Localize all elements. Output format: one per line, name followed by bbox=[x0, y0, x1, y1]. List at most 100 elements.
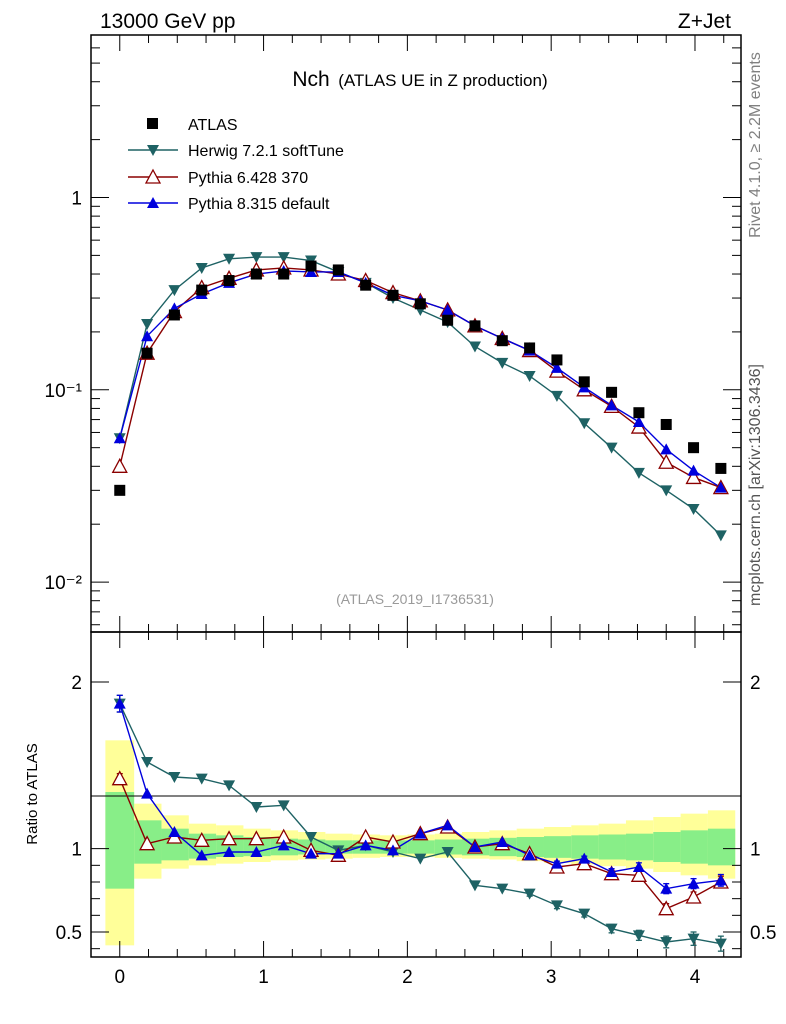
main-point-s0 bbox=[442, 314, 454, 326]
ratio-y-tick-label: 0.5 bbox=[56, 923, 82, 944]
x-tick-label: 0 bbox=[114, 967, 125, 988]
side-label-mcplots: mcplots.cern.ch [arXiv:1306.3436] bbox=[747, 364, 764, 606]
main-point-s3 bbox=[632, 415, 645, 427]
ratio-point-s2 bbox=[277, 839, 290, 851]
band-stat bbox=[598, 834, 626, 860]
main-point-s0 bbox=[278, 268, 290, 280]
main-panel: 10⁻² 10⁻¹ 1 Nch (ATLAS UE in Z production)… bbox=[45, 34, 742, 633]
ratio-y-tick-label-right: 0.5 bbox=[750, 923, 776, 944]
band-stat bbox=[407, 840, 435, 854]
main-point-s0 bbox=[524, 342, 536, 354]
main-point-s0 bbox=[305, 260, 317, 272]
title-sub: (ATLAS UE in Z production) bbox=[338, 71, 547, 90]
ratio-point-s0 bbox=[195, 773, 208, 785]
ratio-point-s1 bbox=[220, 830, 238, 846]
ratio-point-s0 bbox=[523, 888, 536, 900]
ratio-point-s0 bbox=[414, 853, 427, 865]
ratio-frame bbox=[90, 631, 742, 958]
legend-label-atlas: ATLAS bbox=[188, 117, 238, 134]
legend-label-herwig: Herwig 7.2.1 softTune bbox=[188, 143, 344, 160]
main-point-s1 bbox=[223, 253, 236, 265]
main-point-s1 bbox=[523, 370, 536, 382]
ratio-y-tick-label-right: 1 bbox=[750, 840, 761, 861]
ratio-point-s0 bbox=[441, 847, 454, 858]
legend-marker-pythia8 bbox=[147, 197, 159, 208]
ratio-point-s2 bbox=[223, 846, 236, 857]
ratio-point-s2 bbox=[468, 841, 481, 852]
y-tick-label: 1 bbox=[71, 189, 82, 210]
main-point-s0 bbox=[660, 418, 672, 430]
x-tick-label: 1 bbox=[258, 967, 269, 988]
ratio-point-s0 bbox=[687, 933, 700, 945]
main-point-s1 bbox=[168, 285, 181, 297]
main-point-s1 bbox=[496, 357, 509, 369]
ratio-point-s1 bbox=[685, 888, 702, 904]
main-point-s1 bbox=[550, 390, 563, 402]
main-point-s0 bbox=[114, 484, 126, 496]
ratio-point-s0 bbox=[141, 757, 154, 768]
band-stat bbox=[105, 792, 135, 889]
ratio-point-s2 bbox=[195, 849, 208, 861]
ratio-point-s0 bbox=[714, 938, 727, 950]
band-stat bbox=[571, 835, 599, 859]
ratio-point-s2 bbox=[714, 874, 727, 886]
main-point-s0 bbox=[250, 268, 262, 280]
band-stat bbox=[543, 836, 572, 858]
legend-marker-atlas bbox=[147, 118, 158, 129]
x-tick-label: 4 bbox=[690, 967, 701, 988]
ratio-point-s0 bbox=[305, 832, 318, 843]
main-point-s1 bbox=[578, 418, 591, 430]
side-label-rivet: Rivet 4.1.0, ≥ 2.2M events bbox=[747, 52, 764, 238]
main-point-s1 bbox=[660, 485, 673, 497]
main-point-s0 bbox=[688, 442, 700, 454]
ratio-point-s0 bbox=[168, 772, 181, 783]
ratio-point-s2 bbox=[141, 787, 154, 799]
main-point-s0 bbox=[551, 354, 563, 366]
ratio-point-s0 bbox=[496, 883, 509, 895]
ratio-point-s2 bbox=[550, 857, 563, 869]
main-point-s0 bbox=[496, 335, 508, 347]
ratio-point-s1 bbox=[248, 830, 265, 846]
ratio-point-s0 bbox=[632, 930, 645, 942]
ratio-point-s0 bbox=[250, 802, 263, 813]
ratio-point-s2 bbox=[605, 866, 618, 877]
band-stat bbox=[707, 828, 736, 866]
band-stat bbox=[625, 833, 654, 861]
ratio-point-s2 bbox=[250, 846, 263, 857]
main-point-s0 bbox=[606, 386, 618, 398]
main-point-s1 bbox=[605, 442, 618, 454]
ratio-point-s2 bbox=[414, 827, 427, 839]
ratio-point-s2 bbox=[332, 847, 345, 859]
ratio-point-s0 bbox=[578, 908, 591, 920]
ratio-point-s2 bbox=[496, 836, 509, 847]
legend: ATLAS Herwig 7.2.1 softTune Pythia 6.428… bbox=[128, 117, 344, 213]
legend-label-pythia8: Pythia 8.315 default bbox=[188, 196, 330, 213]
main-point-s1 bbox=[468, 341, 481, 353]
legend-marker-herwig bbox=[147, 145, 159, 156]
main-point-s3 bbox=[605, 399, 618, 411]
ratio-point-s1 bbox=[658, 900, 675, 916]
ratio-point-s2 bbox=[578, 852, 591, 864]
main-point-s3 bbox=[660, 443, 673, 455]
x-tick-label: 2 bbox=[402, 967, 413, 988]
ratio-y-tick-label: 1 bbox=[71, 840, 82, 861]
ratio-point-s2 bbox=[632, 861, 645, 872]
main-point-s1 bbox=[632, 467, 645, 479]
band-stat bbox=[653, 832, 681, 862]
ratio-y-tick-label: 2 bbox=[71, 673, 82, 694]
main-point-s2 bbox=[658, 453, 675, 469]
main-point-s0 bbox=[387, 289, 399, 301]
ratio-panel: 0.5 0.5 1 1 2 2 Ratio to ATLAS bbox=[24, 631, 776, 958]
ratio-point-s0 bbox=[660, 937, 673, 948]
plot-title: Nch (ATLAS UE in Z production) bbox=[292, 68, 547, 91]
ratio-axis-ticks: 0.5 0.5 1 1 2 2 bbox=[56, 632, 776, 957]
ratio-point-s2 bbox=[386, 844, 399, 856]
main-point-s0 bbox=[633, 407, 645, 419]
legend-label-pythia6: Pythia 6.428 370 bbox=[188, 170, 308, 187]
main-point-s3 bbox=[550, 361, 563, 373]
main-point-s3 bbox=[141, 330, 154, 342]
ratio-y-tick-label-right: 2 bbox=[750, 673, 761, 694]
main-point-s2 bbox=[111, 457, 128, 473]
ratio-ylabel: Ratio to ATLAS bbox=[24, 743, 41, 844]
